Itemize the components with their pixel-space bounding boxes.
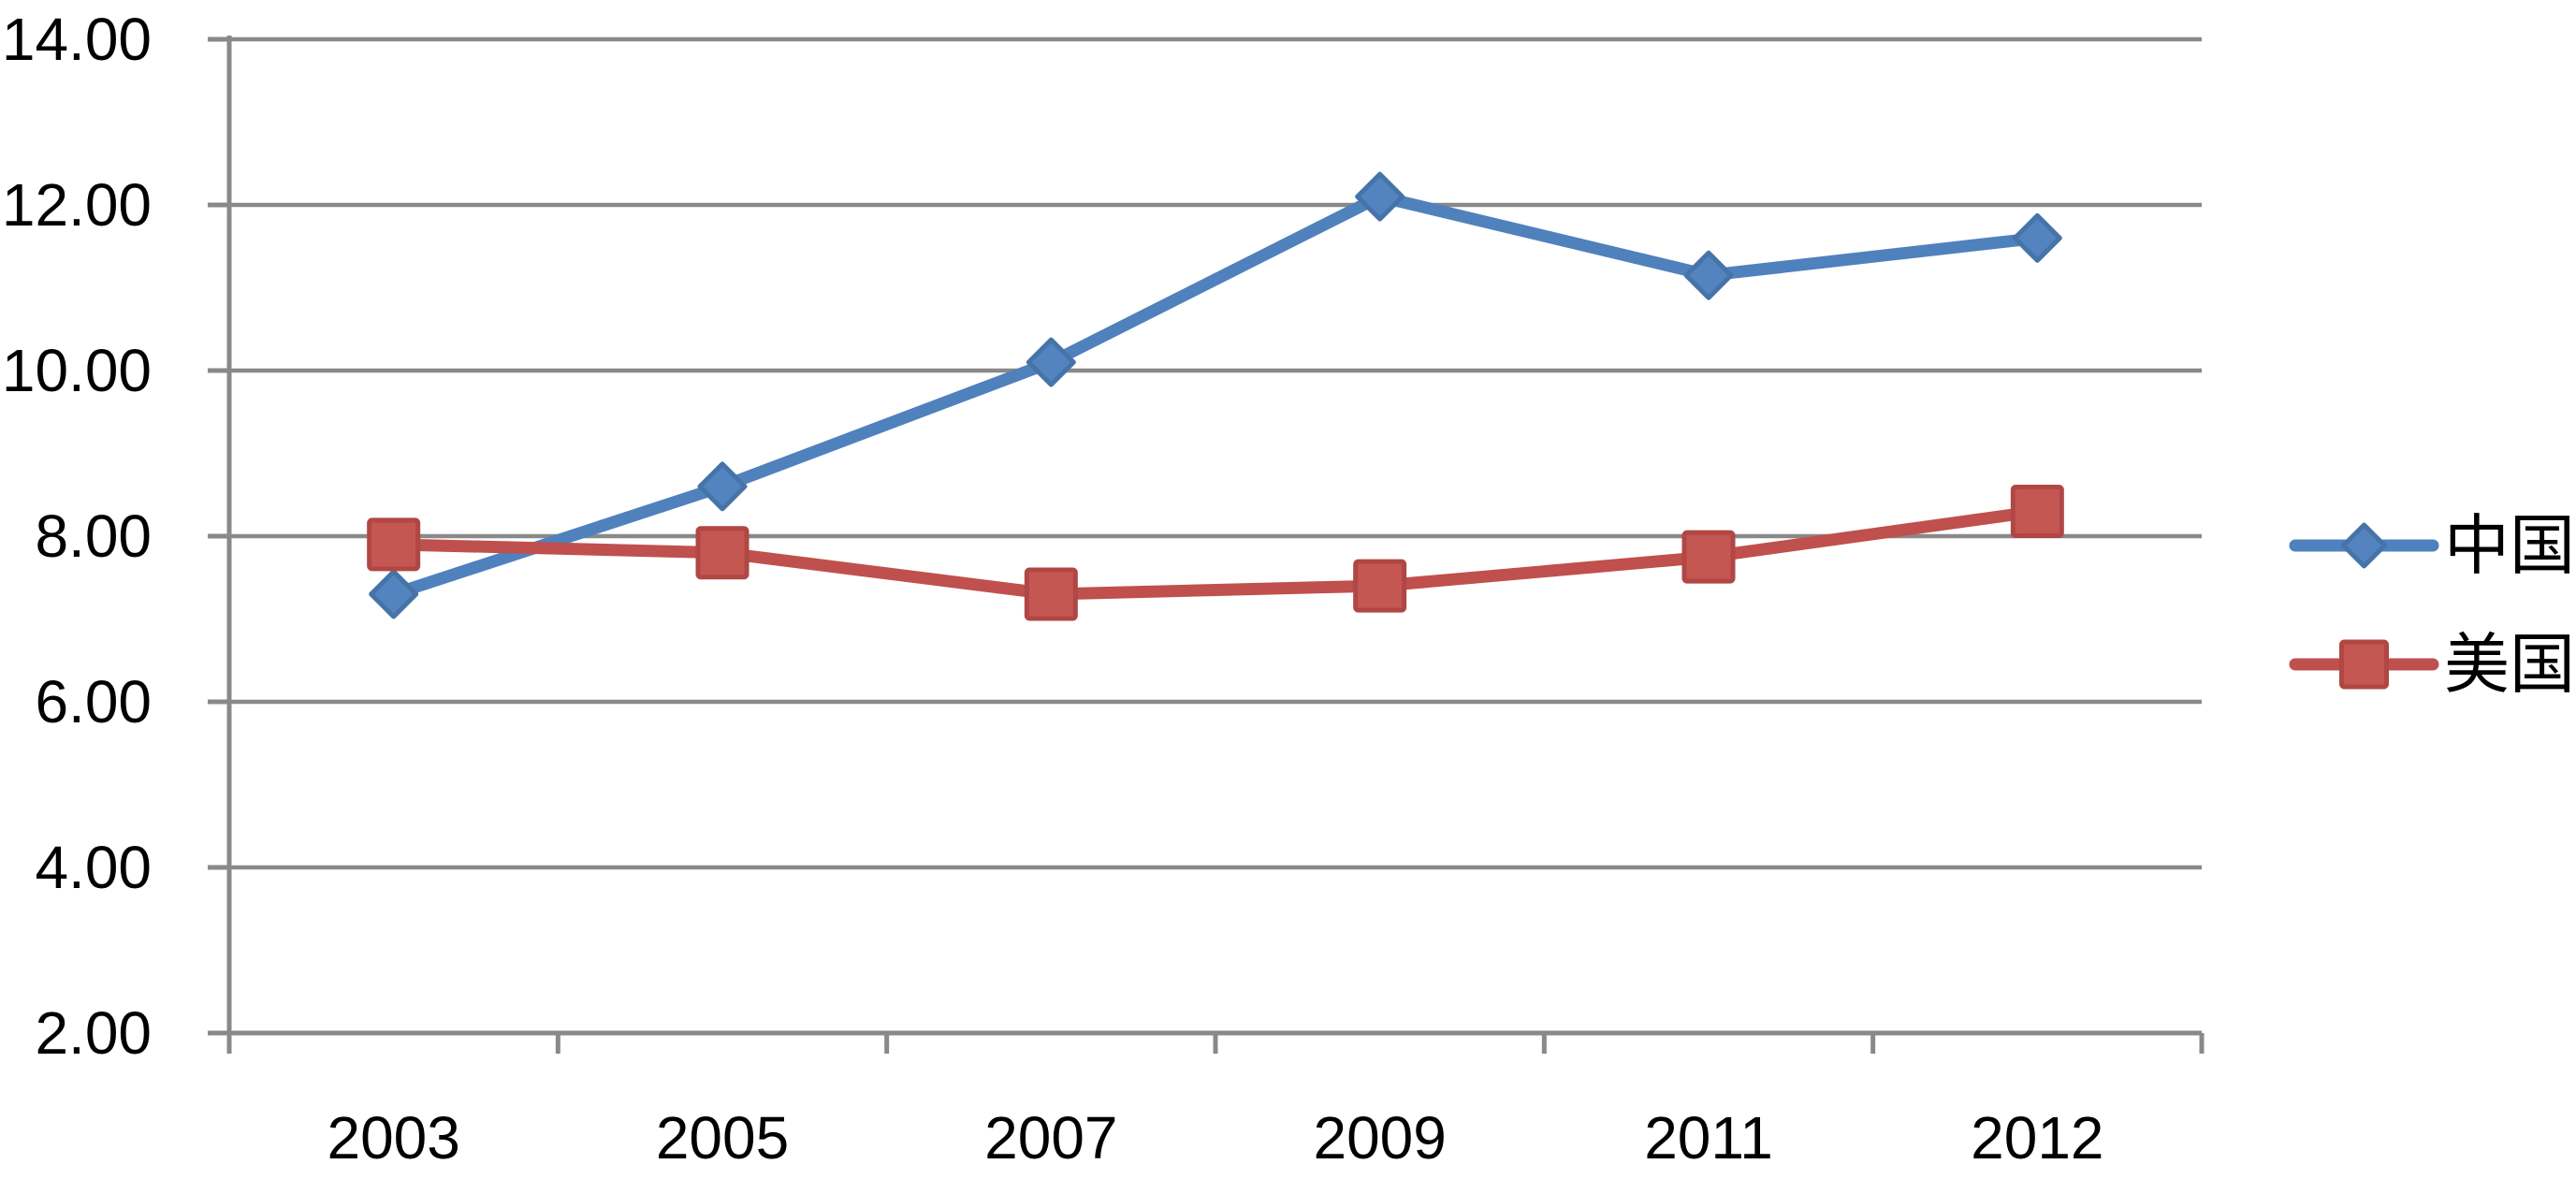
x-axis-tick-label: 2003 (327, 1104, 459, 1172)
legend-item-1: 中国 (2289, 509, 2575, 582)
series-2-marker-2011 (1681, 530, 1736, 584)
legend-diamond-marker-icon (2341, 522, 2387, 569)
x-axis-tick-label: 2011 (1644, 1104, 1773, 1172)
x-axis-tick-label: 2007 (984, 1104, 1117, 1172)
series-2-marker-2003 (367, 517, 421, 572)
series-2-marker-2009 (1353, 559, 1407, 613)
series-1-marker-2012 (2012, 212, 2062, 263)
series-1-marker-2009 (1355, 171, 1405, 222)
series-2-marker-2007 (1024, 567, 1078, 621)
x-axis-labels: 2003 2005 2007 2009 2011 2012 (327, 1104, 2103, 1172)
series-2-marker-2012 (2010, 484, 2064, 538)
series-1-marker-2003 (369, 569, 419, 619)
y-axis-tick-label: 4.00 (35, 834, 152, 901)
y-axis-tick-label: 8.00 (35, 502, 152, 570)
series-1-marker-2005 (697, 461, 748, 512)
y-axis-tick-label: 2.00 (35, 999, 152, 1067)
series-1 (369, 171, 2062, 619)
series-1-marker-2007 (1026, 337, 1076, 387)
series-1-line (387, 190, 2044, 601)
x-axis-tick-label: 2012 (1971, 1104, 2103, 1172)
gridlines (229, 36, 2202, 870)
x-axis-tick-label: 2005 (656, 1104, 789, 1172)
legend-square-marker-icon (2339, 639, 2389, 690)
y-axis-labels: 2.00 4.00 6.00 8.00 10.00 12.00 14.00 (2, 6, 152, 1067)
legend-item-2: 美国 (2289, 628, 2575, 701)
axes (208, 36, 2205, 1054)
y-axis-tick-label: 6.00 (35, 668, 152, 735)
series-2 (367, 484, 2064, 621)
series-2-marker-2005 (695, 526, 750, 580)
legend-label: 中国 (2444, 509, 2575, 582)
series-1-marker-2011 (1683, 250, 1734, 300)
x-axis-tick-label: 2009 (1313, 1104, 1446, 1172)
y-axis-tick-label: 14.00 (2, 6, 152, 73)
y-axis-tick-label: 10.00 (2, 337, 152, 404)
series-2-line (387, 504, 2044, 601)
y-axis-tick-label: 12.00 (2, 171, 152, 239)
legend-label: 美国 (2444, 628, 2575, 701)
